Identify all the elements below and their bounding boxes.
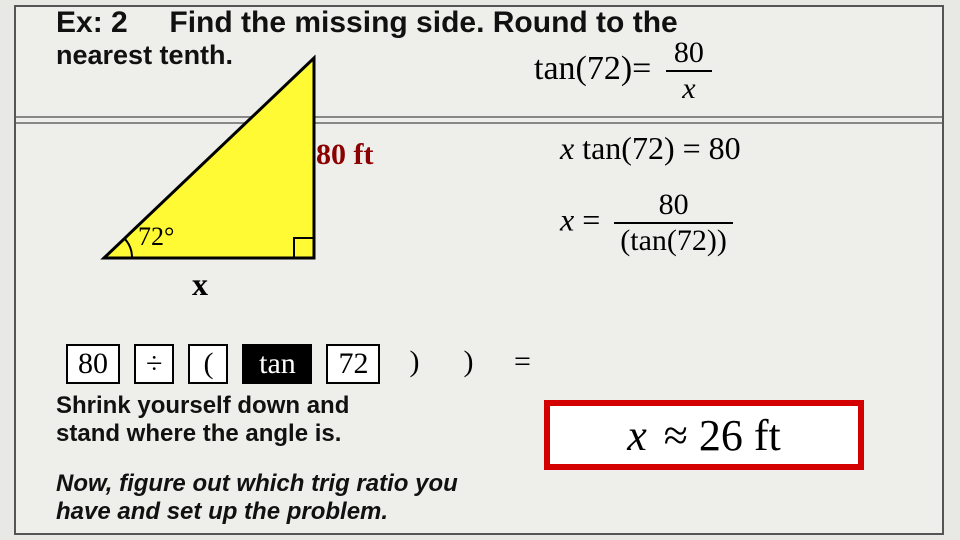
key-close-paren: ) bbox=[394, 344, 434, 384]
equation-1: tan(72)= 80 x bbox=[534, 36, 712, 106]
answer-box: x ≈ 26 ft bbox=[544, 400, 864, 470]
calculator-key-sequence: 80 ÷ ( tan 72 ) ) = bbox=[66, 344, 542, 384]
equation-2: x tan(72) = 80 bbox=[560, 130, 741, 167]
instruction-shrink: Shrink yourself down and stand where the… bbox=[56, 392, 416, 447]
title-line-1: Ex: 2 Find the missing side. Round to th… bbox=[56, 6, 678, 40]
eq1-lhs: tan(72)= bbox=[534, 50, 651, 87]
opposite-side-label: 80 ft bbox=[316, 138, 373, 172]
key-divide: ÷ bbox=[134, 344, 174, 384]
key-open-paren: ( bbox=[188, 344, 228, 384]
answer-text: ≈ 26 ft bbox=[653, 410, 781, 461]
triangle-figure bbox=[84, 38, 304, 268]
eq1-denominator: x bbox=[666, 72, 712, 106]
eq2-rest: tan(72) = 80 bbox=[574, 130, 740, 166]
eq3-numerator: 80 bbox=[614, 188, 733, 224]
triangle-shape bbox=[104, 58, 314, 258]
eq1-numerator: 80 bbox=[666, 36, 712, 72]
triangle-svg bbox=[84, 38, 344, 278]
eq3-fraction: 80 (tan(72)) bbox=[614, 188, 733, 258]
equation-3: x = 80 (tan(72)) bbox=[560, 188, 733, 258]
key-80: 80 bbox=[66, 344, 120, 384]
eq3-denominator: (tan(72)) bbox=[614, 224, 733, 258]
eq1-fraction: 80 x bbox=[666, 36, 712, 106]
key-equals: = bbox=[502, 344, 542, 384]
key-close-paren-2: ) bbox=[448, 344, 488, 384]
instruction-now: Now, figure out which trig ratio you hav… bbox=[56, 470, 496, 525]
key-tan: tan bbox=[242, 344, 312, 384]
angle-label: 72° bbox=[138, 222, 174, 252]
adjacent-side-label: x bbox=[192, 266, 208, 303]
key-72: 72 bbox=[326, 344, 380, 384]
